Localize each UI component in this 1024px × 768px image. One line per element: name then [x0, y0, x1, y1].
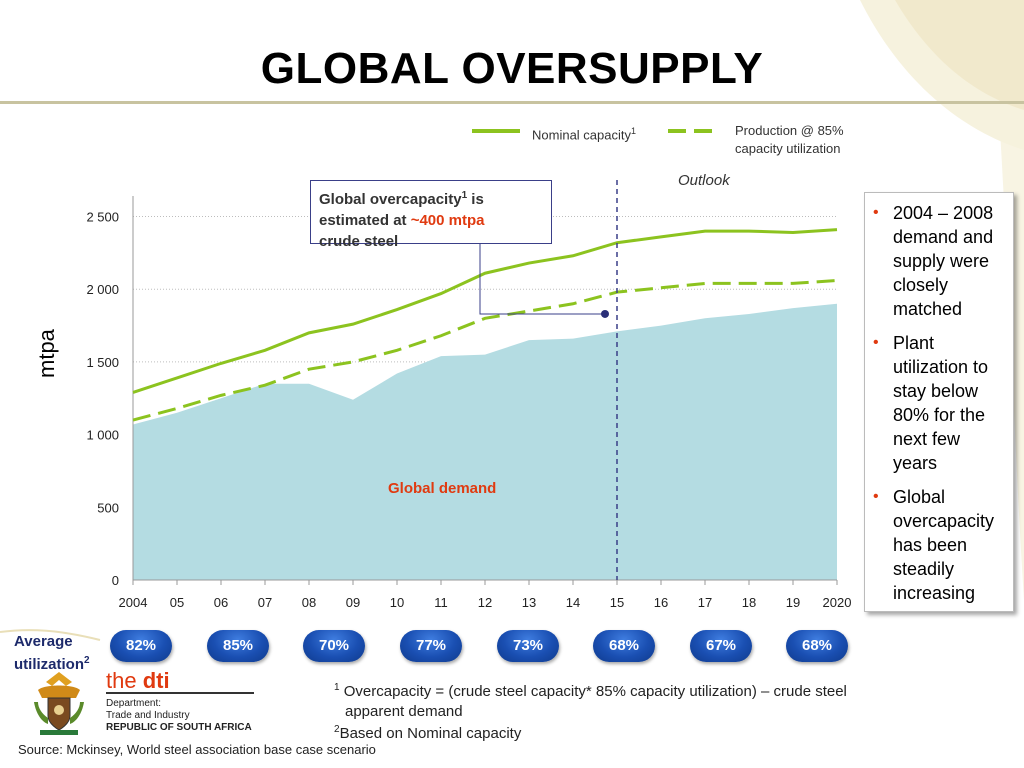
- x-tick-label: 12: [478, 595, 492, 610]
- x-tick-label: 17: [698, 595, 712, 610]
- y-tick-label: 2 000: [86, 282, 119, 297]
- y-tick-label: 500: [97, 500, 119, 515]
- x-tick-label: 18: [742, 595, 756, 610]
- series-production-line: [132, 279, 838, 422]
- y-tick-label: 0: [112, 573, 119, 588]
- y-axis-label: mtpa: [34, 329, 59, 378]
- logo-rule: [106, 692, 254, 694]
- average-utilization-label: Average utilization2: [14, 633, 90, 673]
- x-tick-label: 05: [170, 595, 184, 610]
- page-title: GLOBAL OVERSUPPLY: [260, 44, 764, 93]
- y-tick-label: 2 500: [86, 210, 119, 225]
- x-tick-label: 08: [302, 595, 316, 610]
- x-tick-label: 09: [346, 595, 360, 610]
- x-tick-label: 07: [258, 595, 272, 610]
- x-tick-label: 2020: [823, 595, 852, 610]
- dti-brand-text: the dti: [106, 668, 170, 693]
- y-tick-label: 1 000: [86, 428, 119, 443]
- x-tick-label: 16: [654, 595, 668, 610]
- footnote-2: 2Based on Nominal capacity: [334, 724, 522, 742]
- x-tick-label: 14: [566, 595, 580, 610]
- bullet-item: • Plant utilization to stay below 80% for…: [873, 333, 989, 473]
- dti-logo: the dti Department: Trade and Industry R…: [26, 668, 266, 738]
- utilization-pill: 70%: [303, 630, 365, 662]
- legend-swatches: [472, 129, 716, 133]
- utilization-pill: 85%: [207, 630, 269, 662]
- series-global-demand-area: [133, 303, 837, 580]
- coat-of-arms-icon: [34, 672, 84, 735]
- bullet-item: • 2004 – 2008 demand and supply were clos…: [873, 203, 994, 319]
- utilization-pill: 68%: [786, 630, 848, 662]
- y-tick-label: 1 500: [86, 355, 119, 370]
- utilization-pill: 73%: [497, 630, 559, 662]
- legend-production-label: Production @ 85% capacity utilization: [735, 123, 844, 156]
- callout-pointer-dot: [601, 309, 609, 318]
- global-demand-label: Global demand: [388, 480, 497, 497]
- x-tick-label: 19: [786, 595, 800, 610]
- callout-pointer: [479, 244, 605, 315]
- bullet-item: • Global overcapacity has been steadily i…: [873, 487, 995, 603]
- x-tick-label: 15: [610, 595, 624, 610]
- x-tick-label: 13: [522, 595, 536, 610]
- utilization-pill: 82%: [110, 630, 172, 662]
- source-note: Source: Mckinsey, World steel associatio…: [18, 742, 376, 757]
- x-tick-label: 10: [390, 595, 404, 610]
- legend-nominal-label: Nominal capacity1: [532, 126, 637, 143]
- outlook-label: Outlook: [678, 172, 730, 189]
- bullet-dot-icon: •: [873, 334, 879, 351]
- logo-department: Department: Trade and Industry REPUBLIC …: [106, 698, 252, 733]
- overcapacity-callout: Global overcapacity1 is estimated at ~40…: [310, 180, 552, 250]
- x-tick-label: 2004: [119, 595, 148, 610]
- x-tick-label: 11: [434, 595, 448, 610]
- series-nominal-capacity-line: [132, 228, 838, 394]
- x-tick-label: 06: [214, 595, 228, 610]
- title-divider: [0, 101, 1024, 104]
- utilization-pill: 77%: [400, 630, 462, 662]
- bullet-dot-icon: •: [873, 204, 879, 221]
- utilization-pill: 68%: [593, 630, 655, 662]
- footnote-1: 1 Overcapacity = (crude steel capacity* …: [334, 682, 847, 720]
- key-points-box: • 2004 – 2008 demand and supply were clos…: [864, 192, 1014, 612]
- utilization-pill: 67%: [690, 630, 752, 662]
- bullet-dot-icon: •: [873, 488, 879, 505]
